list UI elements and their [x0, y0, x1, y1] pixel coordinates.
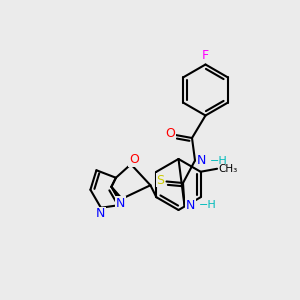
Text: −H: −H: [209, 155, 227, 166]
Text: F: F: [202, 49, 209, 62]
Text: S: S: [157, 173, 164, 187]
Text: CH₃: CH₃: [219, 164, 238, 174]
Text: N: N: [116, 197, 125, 210]
Text: N: N: [196, 154, 206, 167]
Text: O: O: [129, 153, 139, 166]
Text: −H: −H: [199, 200, 217, 211]
Text: O: O: [165, 127, 175, 140]
Text: N: N: [96, 207, 106, 220]
Text: N: N: [186, 199, 195, 212]
